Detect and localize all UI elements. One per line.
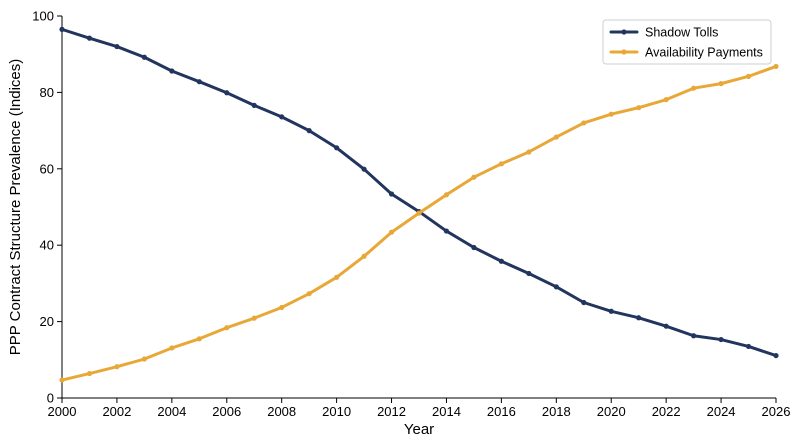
x-tick-label: 2018 (542, 404, 571, 419)
data-point-availability-payments (416, 210, 422, 216)
data-point-availability-payments (388, 229, 395, 235)
data-point-availability-payments (306, 291, 312, 297)
data-point-availability-payments (361, 253, 367, 259)
x-tick-label: 2010 (322, 404, 351, 419)
data-point-availability-payments (224, 325, 230, 331)
data-point-shadow-tolls (608, 308, 614, 314)
data-point-shadow-tolls (526, 270, 532, 277)
data-point-shadow-tolls (361, 166, 367, 172)
data-point-availability-payments (169, 345, 175, 351)
x-tick-label: 2026 (762, 404, 791, 419)
data-point-availability-payments (443, 192, 450, 198)
data-point-availability-payments (471, 174, 477, 180)
data-point-shadow-tolls (581, 299, 587, 306)
legend: Shadow Tolls Availability Payments (602, 19, 772, 65)
data-point-shadow-tolls (196, 79, 202, 85)
data-point-availability-payments (745, 73, 752, 79)
data-point-shadow-tolls (59, 26, 65, 32)
data-point-shadow-tolls (86, 35, 93, 41)
data-point-shadow-tolls (443, 228, 450, 234)
data-point-availability-payments (581, 120, 587, 126)
data-point-availability-payments (498, 161, 504, 167)
y-tick-label: 60 (40, 161, 54, 176)
y-tick-label: 0 (47, 391, 54, 406)
data-point-availability-payments (636, 105, 642, 111)
series-line-availability-payments (60, 64, 778, 382)
data-point-availability-payments (279, 304, 285, 311)
axes (61, 16, 776, 399)
data-point-shadow-tolls (773, 352, 779, 359)
y-tick-label: 40 (40, 238, 54, 253)
data-point-shadow-tolls (718, 336, 724, 343)
data-point-shadow-tolls (169, 68, 175, 74)
x-tick-label: 2024 (707, 404, 736, 419)
legend-box (602, 19, 772, 65)
data-point-availability-payments (526, 149, 532, 155)
data-point-availability-payments (718, 81, 724, 87)
x-tick-label: 2012 (377, 404, 406, 419)
x-tick-label: 2020 (597, 404, 626, 419)
data-point-shadow-tolls (388, 191, 395, 197)
x-tick-label: 2016 (487, 404, 516, 419)
series-shadow-tolls (59, 26, 779, 359)
data-point-shadow-tolls (691, 333, 697, 339)
data-point-shadow-tolls (114, 43, 120, 50)
data-point-shadow-tolls (251, 102, 257, 108)
data-point-shadow-tolls (334, 145, 340, 151)
x-tick-label: 2022 (652, 404, 681, 419)
legend-marker-shadow-tolls (621, 29, 627, 35)
data-point-availability-payments (773, 63, 779, 70)
data-point-availability-payments (663, 97, 669, 103)
data-point-shadow-tolls (279, 114, 285, 120)
legend-entries: Shadow Tolls Availability Payments (609, 26, 763, 60)
series-availability-payments (59, 63, 779, 383)
y-axis-title: PPP Contract Structure Prevalence (Indic… (7, 59, 24, 356)
data-point-shadow-tolls (471, 244, 477, 251)
data-point-availability-payments (334, 274, 340, 280)
legend-label-availability-payments: Availability Payments (645, 46, 763, 60)
data-point-availability-payments (196, 336, 202, 342)
data-point-availability-payments (59, 377, 65, 383)
x-tick-label: 2000 (48, 404, 77, 419)
y-tick-label: 80 (40, 85, 54, 100)
data-point-shadow-tolls (636, 315, 642, 321)
data-point-shadow-tolls (224, 90, 230, 96)
series-layer (59, 26, 779, 383)
legend-marker-availability-payments (621, 49, 627, 55)
data-point-availability-payments (608, 111, 614, 117)
x-tick-label: 2014 (432, 404, 461, 419)
data-point-availability-payments (691, 85, 697, 91)
y-ticks: 0 20 40 60 80 100 (32, 9, 62, 406)
data-point-shadow-tolls (306, 128, 312, 134)
y-tick-label: 20 (40, 314, 54, 329)
data-point-availability-payments (251, 315, 257, 321)
x-tick-label: 2004 (157, 404, 186, 419)
x-tick-label: 2008 (267, 404, 296, 419)
series-line-shadow-tolls (60, 27, 778, 358)
data-point-availability-payments (141, 356, 147, 362)
x-axis-title: Year (404, 421, 434, 438)
data-point-availability-payments (86, 370, 93, 377)
data-point-shadow-tolls (663, 323, 669, 329)
data-point-shadow-tolls (498, 258, 504, 264)
legend-label-shadow-tolls: Shadow Tolls (645, 26, 718, 40)
data-point-availability-payments (114, 364, 120, 370)
data-point-shadow-tolls (745, 343, 752, 350)
y-tick-label: 100 (32, 9, 54, 24)
x-tick-label: 2006 (212, 404, 241, 419)
data-point-availability-payments (553, 134, 559, 140)
x-ticks: 2000 2002 2004 2006 2008 2010 2012 2014 2016 2018… (48, 398, 791, 419)
data-point-shadow-tolls (141, 54, 147, 60)
data-point-shadow-tolls (553, 284, 559, 290)
x-tick-label: 2002 (102, 404, 131, 419)
